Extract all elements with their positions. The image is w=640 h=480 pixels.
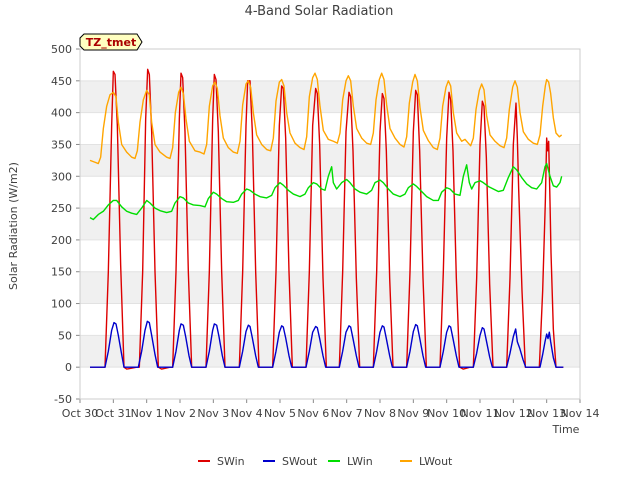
- series-line-lwin: [89, 162, 563, 221]
- grid-band: [80, 80, 580, 113]
- y-tick-label: 350: [51, 138, 72, 151]
- site-label-shape: [79, 33, 143, 51]
- grid-band: [80, 49, 580, 81]
- series-layer: [89, 68, 564, 370]
- grid-band: [80, 112, 580, 145]
- y-tick-label: 0: [65, 361, 72, 374]
- legend-label: SWout: [282, 455, 318, 468]
- y-tick-label: 400: [51, 107, 72, 120]
- y-axis-label: Solar Radiation (W/m2): [7, 162, 20, 290]
- x-tick-label: Nov 13: [527, 407, 566, 420]
- x-tick-label: Nov 4: [231, 407, 263, 420]
- chart-title: 4-Band Solar Radiation: [245, 4, 394, 19]
- y-tick-label: 450: [51, 75, 72, 88]
- y-tick-label: 50: [58, 329, 72, 342]
- x-tick-label: Nov 9: [397, 407, 429, 420]
- y-tick-label: 300: [51, 170, 72, 183]
- legend: SWin SWout LWin LWout: [198, 455, 453, 468]
- x-tick-label: Nov 10: [427, 407, 466, 420]
- y-tick-label: -50: [54, 393, 72, 406]
- grid-band: [80, 176, 580, 209]
- legend-label: SWin: [217, 455, 245, 468]
- y-tick-label: 100: [51, 298, 72, 311]
- x-tick-label: Nov 6: [297, 407, 329, 420]
- site-label-box: TZ_tmet: [79, 33, 143, 51]
- x-axis-label: Time: [552, 423, 580, 436]
- grid-bands: [80, 48, 580, 400]
- x-tick-label: Nov 3: [197, 407, 229, 420]
- x-tick-label: Nov 2: [164, 407, 196, 420]
- y-tick-label: 500: [51, 43, 72, 56]
- grid-band: [80, 271, 580, 304]
- grid-band: [80, 208, 580, 240]
- legend-label: LWout: [419, 455, 453, 468]
- grid-band: [80, 303, 580, 336]
- x-tick-label: Nov 12: [494, 407, 533, 420]
- grid-band: [80, 367, 580, 399]
- grid-band: [80, 335, 580, 368]
- x-tick-label: Nov 14: [561, 407, 600, 420]
- x-tick-label: Nov 11: [461, 407, 500, 420]
- plot-frame: [79, 48, 581, 400]
- y-tick-label: 150: [51, 266, 72, 279]
- grid-band: [80, 239, 580, 272]
- x-tick-label: Nov 5: [264, 407, 296, 420]
- legend-label: LWin: [347, 455, 373, 468]
- y-axis-ticks: -50 0 50 100 150 200 250 300 350 400 450 500: [51, 43, 80, 406]
- x-tick-label: Nov 8: [364, 407, 396, 420]
- site-label-text: TZ_tmet: [86, 36, 136, 49]
- y-tick-label: 200: [51, 234, 72, 247]
- x-tick-label: Nov 7: [331, 407, 363, 420]
- x-tick-label: Nov 1: [131, 407, 163, 420]
- x-tick-label: Oct 30: [62, 407, 99, 420]
- y-tick-label: 250: [51, 202, 72, 215]
- x-tick-label: Oct 31: [95, 407, 132, 420]
- series-line-lwout: [89, 72, 563, 165]
- series-line-swout: [90, 320, 564, 368]
